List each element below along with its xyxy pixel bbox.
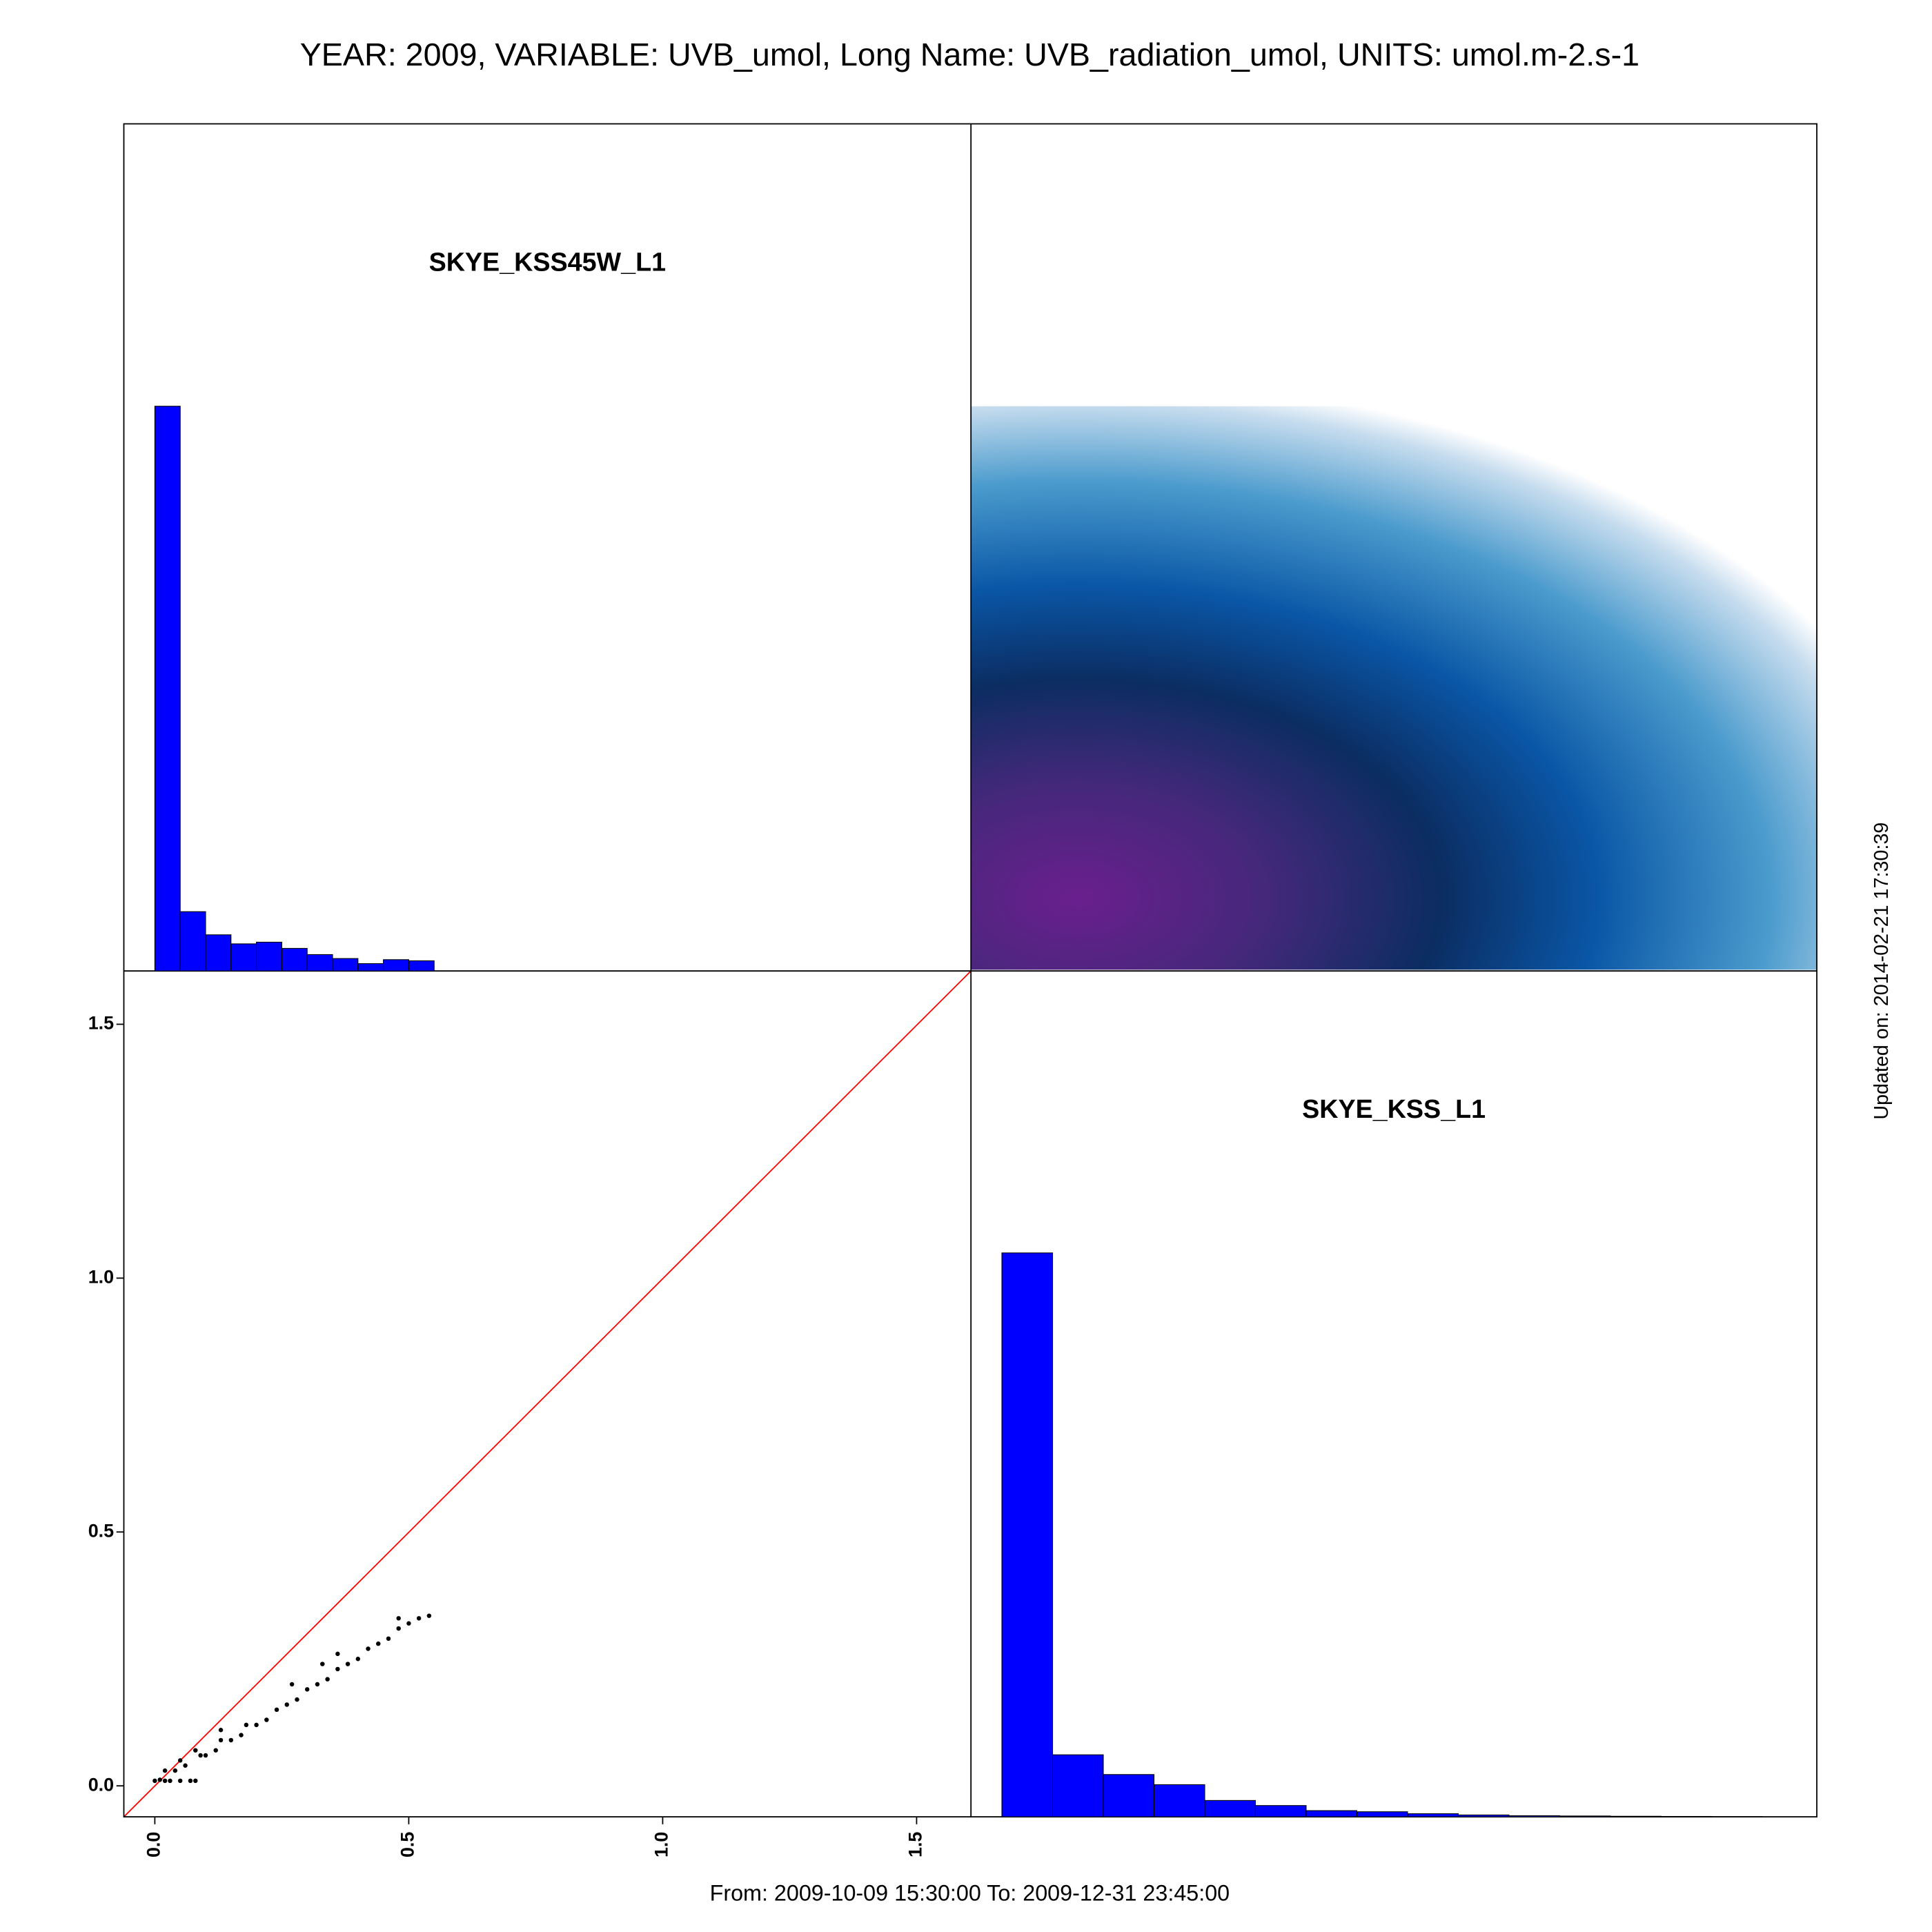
x-tick-label: 0.0 — [143, 1832, 164, 1857]
scatter-point — [274, 1707, 279, 1713]
y-tick-label: 0.0 — [88, 1774, 114, 1795]
histogram-bar — [1052, 1754, 1104, 1817]
scatter-point — [193, 1778, 198, 1784]
scatter-point — [162, 1778, 168, 1784]
histogram-bar — [1610, 1815, 1662, 1817]
scatter-point — [304, 1687, 310, 1692]
scatter-point — [355, 1657, 361, 1662]
scatter-point — [376, 1641, 381, 1646]
scatter-point — [213, 1748, 218, 1753]
histogram-bar — [383, 959, 409, 972]
histogram-bar — [1407, 1813, 1459, 1817]
histogram-bar — [179, 911, 206, 972]
scatter-point — [203, 1753, 208, 1758]
scatter-point — [366, 1646, 371, 1651]
scatter-point — [152, 1778, 157, 1784]
histogram-bar — [1001, 1252, 1054, 1817]
scatter-point — [345, 1662, 351, 1666]
histogram-bar — [1508, 1815, 1560, 1817]
scatter-point — [244, 1722, 249, 1728]
scatter-point — [325, 1677, 330, 1682]
x-tick-label: 1.0 — [651, 1832, 672, 1857]
histogram-bar — [1254, 1805, 1307, 1817]
scatter-point — [289, 1682, 295, 1687]
panel-label: SKYE_KSS_L1 — [1302, 1094, 1486, 1123]
scatter-point — [188, 1778, 193, 1784]
scatter-point — [193, 1748, 198, 1753]
y-tick-label: 0.5 — [88, 1520, 114, 1541]
histogram-bar — [1103, 1774, 1155, 1817]
scatter-point — [320, 1662, 325, 1666]
scatter-point — [426, 1613, 432, 1618]
scatter-point — [198, 1753, 203, 1758]
histogram-bar — [332, 958, 359, 972]
scatter-point — [335, 1666, 340, 1672]
histogram-bar — [1153, 1784, 1205, 1817]
chart-title: YEAR: 2009, VARIABLE: UVB_umol, Long Nam… — [300, 37, 1639, 72]
scatter-point — [172, 1768, 178, 1773]
x-tick-label: 0.5 — [397, 1832, 418, 1857]
scatter-point — [386, 1636, 391, 1642]
identity-line — [123, 970, 972, 1817]
scatter-point — [183, 1763, 188, 1768]
scatter-point — [157, 1777, 162, 1782]
x-tick-label: 1.5 — [905, 1832, 926, 1857]
scatter-point — [284, 1702, 289, 1707]
footer: From: 2009-10-09 15:30:00 To: 2009-12-31… — [710, 1881, 1230, 1906]
histogram-bar — [154, 406, 181, 972]
scatter-point — [218, 1728, 224, 1733]
histogram-bar — [357, 963, 384, 972]
histogram-bar — [256, 941, 282, 972]
histogram-bar — [230, 943, 257, 972]
scatter-point — [315, 1682, 320, 1687]
density-image — [971, 406, 1817, 970]
scatter-point — [218, 1737, 224, 1743]
y-tick-label: 1.0 — [88, 1266, 114, 1287]
scatter-point — [239, 1733, 244, 1737]
scatter-point — [406, 1621, 411, 1626]
scatter-point — [254, 1722, 259, 1728]
scatter-point — [168, 1778, 172, 1784]
histogram-bar — [281, 947, 308, 972]
y-tick-label: 1.5 — [88, 1013, 114, 1034]
panel-label: SKYE_KSS45W_L1 — [429, 247, 667, 276]
scatter-point — [396, 1626, 401, 1631]
histogram-bar — [1305, 1810, 1358, 1817]
scatter-point — [177, 1758, 183, 1763]
updated-text: Updated on: 2014-02-21 17:30:39 — [1871, 822, 1893, 1120]
histogram-bar — [1559, 1815, 1611, 1817]
scatter-point — [162, 1768, 168, 1773]
histogram-bar — [1356, 1811, 1408, 1817]
histogram-bar — [1204, 1800, 1256, 1817]
histogram-bar — [205, 934, 232, 972]
scatter-point — [335, 1651, 340, 1657]
scatter-point — [396, 1616, 401, 1621]
histogram-bar — [408, 960, 435, 972]
scatter-point — [177, 1778, 183, 1784]
scatter-point — [295, 1697, 299, 1702]
histogram-bar — [306, 954, 333, 972]
scatter-point — [416, 1616, 422, 1621]
scatter-point — [228, 1737, 234, 1743]
histogram-bar — [1457, 1814, 1510, 1817]
scatter-point — [264, 1717, 269, 1722]
